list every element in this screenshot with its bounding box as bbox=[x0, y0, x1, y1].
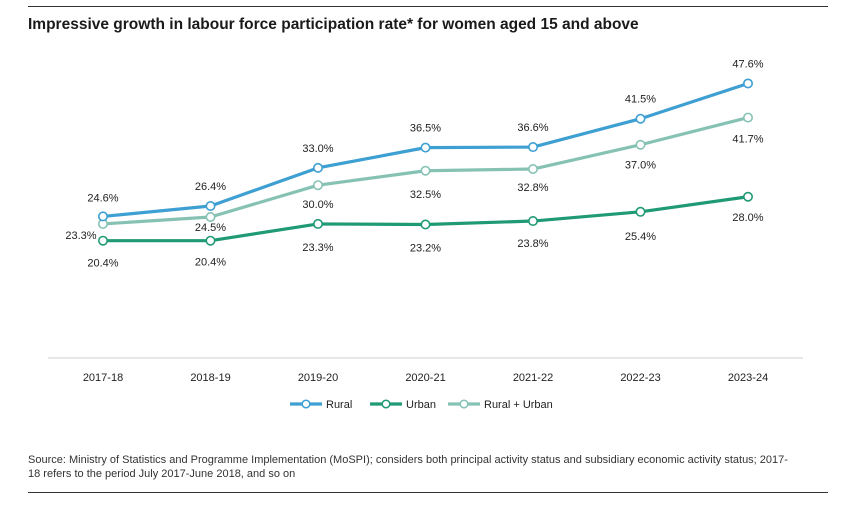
data-label: 23.3% bbox=[302, 242, 333, 254]
data-label: 32.8% bbox=[517, 182, 548, 194]
data-label: 25.4% bbox=[625, 231, 656, 243]
legend-label: Rural bbox=[326, 399, 352, 411]
data-label: 20.4% bbox=[195, 257, 226, 269]
source-note: Source: Ministry of Statistics and Progr… bbox=[28, 454, 788, 480]
data-point bbox=[742, 78, 753, 89]
data-point bbox=[527, 164, 538, 175]
bottom-rule bbox=[28, 492, 828, 493]
data-label: 37.0% bbox=[625, 160, 656, 172]
top-rule bbox=[28, 6, 828, 7]
data-point bbox=[420, 142, 431, 153]
legend-label: Rural + Urban bbox=[484, 399, 553, 411]
data-label: 26.4% bbox=[195, 181, 226, 193]
data-label: 23.3% bbox=[65, 230, 96, 242]
data-point bbox=[635, 206, 646, 217]
data-point bbox=[527, 142, 538, 153]
data-point bbox=[312, 162, 323, 173]
data-label: 41.5% bbox=[625, 94, 656, 106]
data-label: 47.6% bbox=[732, 58, 763, 70]
data-label: 24.5% bbox=[195, 222, 226, 234]
data-label: 36.5% bbox=[410, 123, 441, 135]
legend-swatch-marker bbox=[459, 399, 469, 409]
data-point bbox=[742, 112, 753, 123]
data-point bbox=[98, 211, 109, 222]
data-point bbox=[98, 235, 109, 246]
data-point bbox=[420, 219, 431, 230]
x-tick-label: 2019-20 bbox=[298, 372, 338, 384]
x-tick-label: 2023-24 bbox=[728, 372, 768, 384]
data-point bbox=[527, 216, 538, 227]
data-point bbox=[312, 180, 323, 191]
data-point bbox=[420, 165, 431, 176]
x-tick-label: 2018-19 bbox=[190, 372, 230, 384]
legend-swatch-marker bbox=[301, 399, 311, 409]
data-label: 32.5% bbox=[410, 189, 441, 201]
data-label: 41.7% bbox=[732, 134, 763, 146]
data-label: 33.0% bbox=[302, 143, 333, 155]
data-label: 20.4% bbox=[87, 258, 118, 270]
data-label: 28.0% bbox=[732, 212, 763, 224]
data-point bbox=[635, 113, 646, 124]
data-label: 30.0% bbox=[302, 199, 333, 211]
data-label: 24.6% bbox=[87, 192, 118, 204]
data-label: 23.8% bbox=[517, 238, 548, 250]
data-point bbox=[312, 218, 323, 229]
data-point bbox=[205, 235, 216, 246]
data-point bbox=[205, 211, 216, 222]
chart-title: Impressive growth in labour force partic… bbox=[28, 16, 639, 33]
data-point bbox=[635, 139, 646, 150]
data-point bbox=[742, 191, 753, 202]
legend-swatch-marker bbox=[381, 399, 391, 409]
data-point bbox=[205, 201, 216, 212]
x-tick-label: 2021-22 bbox=[513, 372, 553, 384]
x-tick-label: 2017-18 bbox=[83, 372, 123, 384]
x-tick-label: 2022-23 bbox=[620, 372, 660, 384]
x-tick-label: 2020-21 bbox=[405, 372, 445, 384]
legend-label: Urban bbox=[406, 399, 436, 411]
data-label: 23.2% bbox=[410, 243, 441, 255]
data-label: 36.6% bbox=[517, 122, 548, 134]
